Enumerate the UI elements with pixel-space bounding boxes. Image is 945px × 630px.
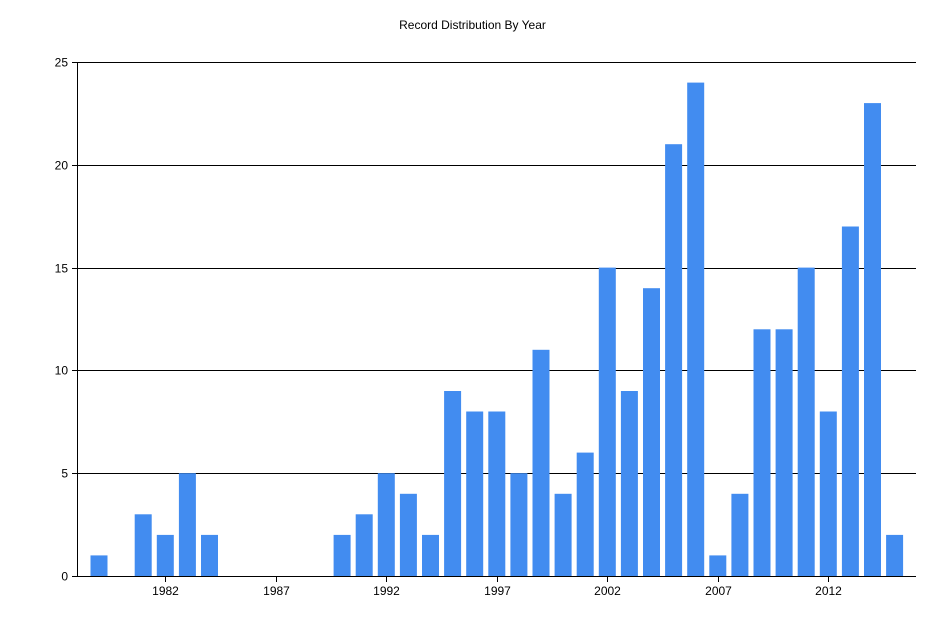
bar-1999: [532, 349, 550, 576]
x-tick-label: 2012: [815, 584, 842, 598]
x-tick-label: 1987: [263, 584, 290, 598]
bar-2011: [797, 267, 815, 576]
bar-1998: [510, 473, 528, 576]
y-tick-label: 10: [55, 364, 69, 378]
y-tick-label: 20: [55, 159, 69, 173]
bar-2005: [665, 144, 683, 576]
bar-1982: [156, 534, 174, 576]
bar-1997: [488, 411, 506, 576]
y-tick-label: 5: [61, 467, 68, 481]
bar-2001: [576, 452, 594, 576]
x-tick-label: 1992: [373, 584, 400, 598]
bar-2006: [687, 82, 705, 576]
chart-title: Record Distribution By Year: [399, 18, 546, 32]
bar-2002: [598, 267, 616, 576]
x-tick-label: 1982: [152, 584, 179, 598]
bar-2007: [709, 555, 727, 576]
bar-2000: [554, 493, 572, 576]
bar-2013: [841, 226, 859, 576]
bar-1995: [444, 391, 462, 576]
bar-2010: [775, 329, 793, 576]
bar-1981: [134, 514, 152, 576]
y-tick-label: 15: [55, 262, 69, 276]
bar-1991: [355, 514, 373, 576]
bar-2008: [731, 493, 749, 576]
x-tick-label: 1997: [484, 584, 511, 598]
bar-1979: [90, 555, 108, 576]
bar-2014: [864, 103, 881, 576]
y-tick-label: 0: [61, 570, 68, 584]
bar-2003: [620, 391, 638, 576]
bar-2012: [819, 411, 837, 576]
tick-labels: 0 5 10 15 20 25 1982 1987 1992 1997 2002 2007 2012: [55, 56, 843, 599]
bars: [90, 82, 904, 576]
bar-2004: [643, 288, 660, 576]
bar-2009: [753, 329, 771, 576]
bar-1996: [466, 411, 484, 576]
x-tick-label: 2002: [594, 584, 621, 598]
y-tick-label: 25: [55, 56, 69, 70]
bar-2015: [886, 534, 904, 576]
axes: [72, 62, 916, 582]
bar-1984: [201, 534, 218, 576]
bar-1990: [333, 534, 351, 576]
bar-1983: [178, 473, 196, 576]
bar-1993: [399, 493, 417, 576]
x-tick-label: 2007: [705, 584, 732, 598]
bar-1994: [422, 534, 439, 576]
bar-1992: [377, 473, 395, 576]
